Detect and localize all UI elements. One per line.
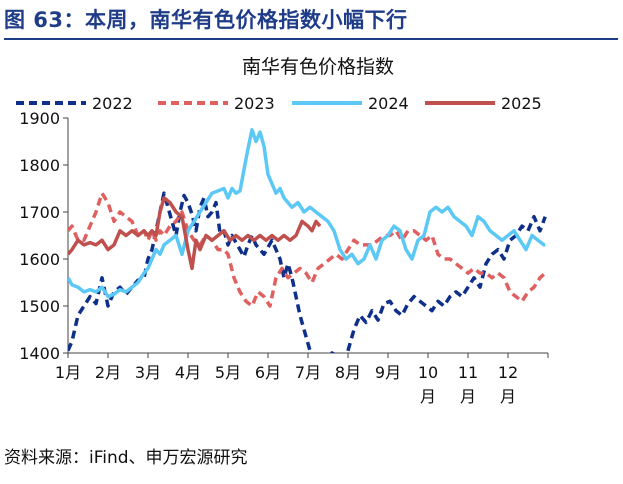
y-tick-label: 1400 [19,344,60,363]
y-tick-label: 1900 [19,109,60,128]
chart-title: 南华有色价格指数 [242,56,394,78]
legend-label-2022: 2022 [92,94,133,113]
x-tick-label: 4月 [175,363,201,382]
x-tick-label: 2月 [95,363,121,382]
x-tick-label: 5月 [215,363,241,382]
x-axis: 1月 2月 3月 4月 5月 6月 7月 8月 9月 10 月 11 月 12 月 [55,352,549,406]
x-tick-label: 12 月 [498,363,518,406]
y-tick-label: 1500 [19,297,60,316]
series-line-2024 [68,128,546,299]
series-lines [68,128,547,353]
source-note: 资料来源：iFind、申万宏源研究 [4,448,248,468]
legend-label-2025: 2025 [501,94,542,113]
x-tick-label: 9月 [375,363,401,382]
title-divider [4,38,618,40]
y-axis: 1400 1500 1600 1700 1800 1900 [19,109,69,363]
x-tick-label: 6月 [255,363,281,382]
y-tick-label: 1600 [19,250,60,269]
series-line-2025 [68,196,322,271]
series-line-2022 [68,191,547,353]
x-tick-label: 7月 [295,363,321,382]
y-tick-label: 1800 [19,156,60,175]
line-chart: 南华有色价格指数 2022 2023 2024 2025 1400 1500 1600 17… [16,56,549,406]
x-tick-label: 3月 [135,363,161,382]
y-tick-label: 1700 [19,203,60,222]
x-tick-label: 1月 [55,363,81,382]
legend-label-2024: 2024 [368,94,409,113]
x-tick-label: 10 月 [418,363,438,406]
legend: 2022 2023 2024 2025 [16,94,542,113]
legend-label-2023: 2023 [234,94,275,113]
series-line-2023 [68,191,547,308]
x-tick-label: 8月 [335,363,361,382]
x-tick-label: 11 月 [458,363,478,406]
figure-title: 图 63：本周，南华有色价格指数小幅下行 [4,8,408,32]
